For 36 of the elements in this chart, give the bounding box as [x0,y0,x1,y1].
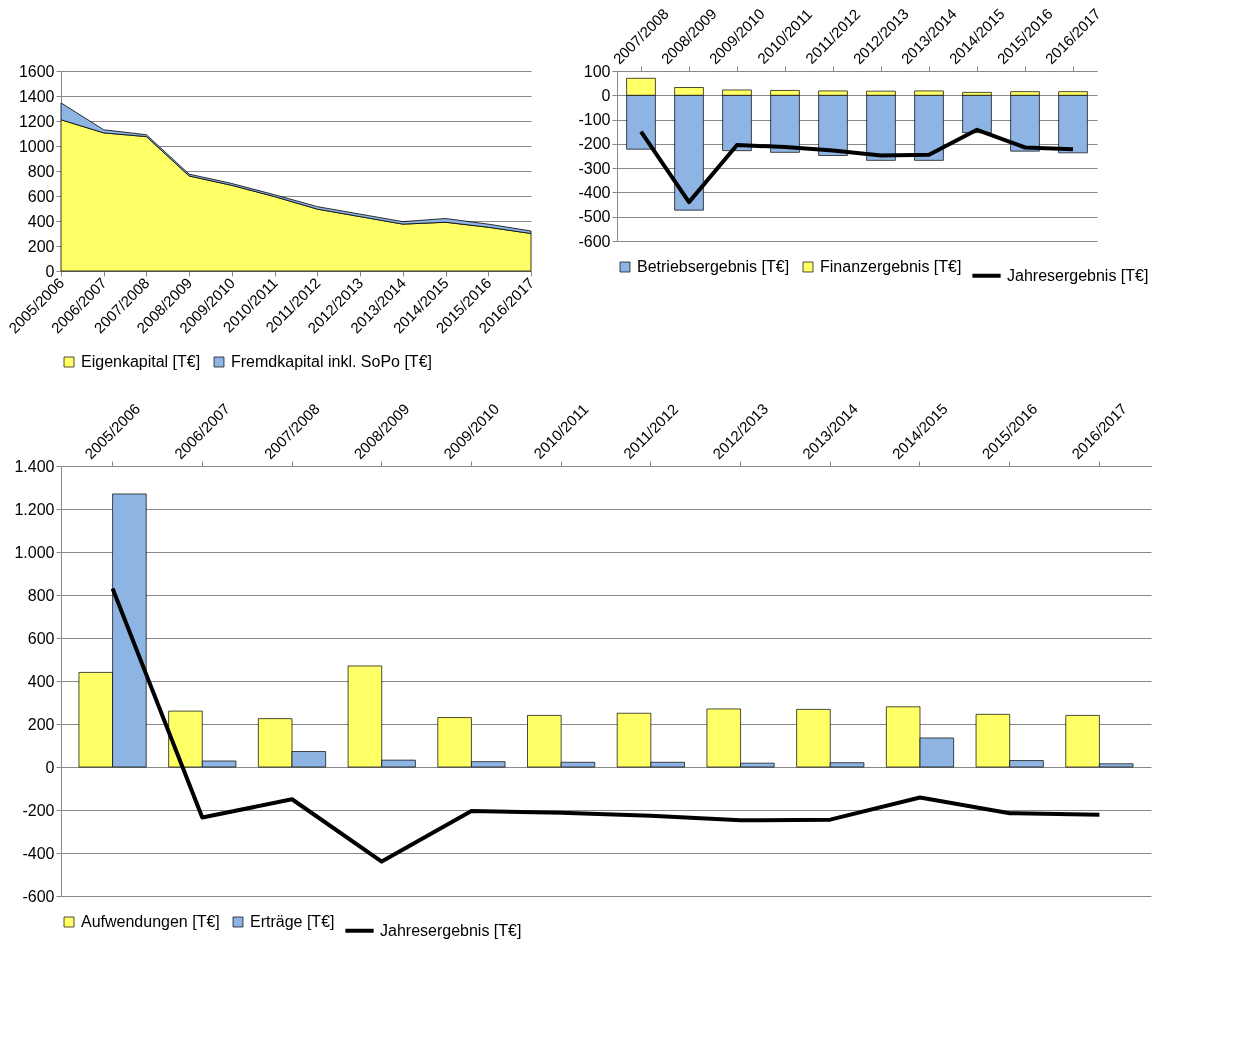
legend-label: Fremdkapital inkl. SoPo [T€] [231,353,432,370]
y-tick-label: -300 [578,159,611,177]
y-tick-label: -500 [578,208,611,226]
y-tick-label: 1000 [18,137,55,155]
legend-label: Finanzergebnis [T€] [820,258,962,275]
y-tick-label: 200 [27,237,55,255]
y-tick-label: -100 [578,111,611,129]
y-tick-label: 800 [27,586,55,604]
y-tick-label: 600 [27,629,55,647]
y-tick-label: 800 [27,162,55,180]
legend-label: Jahresergebnis [T€] [1007,266,1149,284]
legend-label: Erträge [T€] [250,913,335,930]
y-tick-label: 400 [27,672,55,690]
y-tick-label: -400 [578,183,611,201]
y-tick-label: 100 [583,62,611,80]
y-tick-label: -200 [22,801,55,819]
y-tick-label: 0 [601,86,611,104]
y-tick-label: 1200 [18,112,55,130]
y-tick-label: -600 [22,887,55,905]
y-tick-label: 1.400 [14,457,55,475]
y-tick-label: 0 [45,758,55,776]
legend-label: Eigenkapital [T€] [81,353,201,370]
y-tick-label: -200 [578,135,611,153]
legend-label: Aufwendungen [T€] [81,913,220,930]
y-tick-label: 200 [27,715,55,733]
y-tick-label: 1600 [18,62,55,80]
y-tick-label: -400 [22,844,55,862]
y-tick-label: 1.000 [14,543,55,561]
y-tick-label: 1.200 [14,500,55,518]
y-tick-label: 600 [27,187,55,205]
y-tick-label: 1400 [18,87,55,105]
legend-label: Jahresergebnis [T€] [380,921,522,939]
legend-label: Betriebsergebnis [T€] [637,258,790,275]
y-tick-label: 400 [27,212,55,230]
y-tick-label: -600 [578,232,611,250]
y-tick-label: 0 [45,262,55,280]
